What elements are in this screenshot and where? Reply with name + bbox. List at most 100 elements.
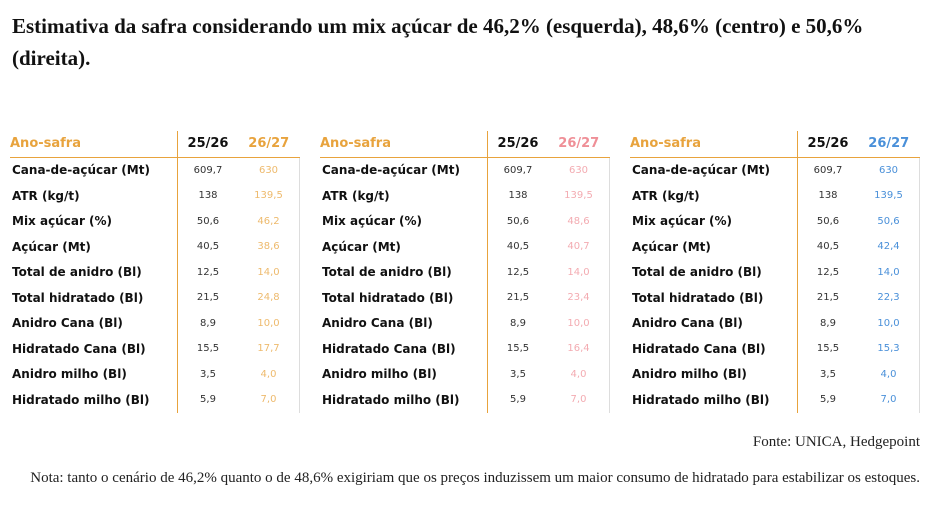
note: Nota: tanto o cenário de 46,2% quanto o … <box>30 470 920 486</box>
cell: ATR (kg/t) <box>322 188 390 203</box>
row: Hidratado milho (Bl) 5,9 7,0 <box>10 387 300 413</box>
cell: 40,7 <box>548 234 610 260</box>
cell: 609,7 <box>797 157 858 183</box>
header-cell: Ano-safra <box>630 131 798 158</box>
cell: Cana-de-açúcar (Mt) <box>632 163 770 178</box>
row: ATR (kg/t) 138 139,5 <box>320 183 610 209</box>
cell: 3,5 <box>487 361 548 387</box>
row: Cana-de-açúcar (Mt) 609,7 630 <box>630 157 920 183</box>
cell: 40,5 <box>487 234 548 260</box>
row: Hidratado milho (Bl) 5,9 7,0 <box>320 387 610 413</box>
cell: 38,6 <box>238 234 300 260</box>
cell: 10,0 <box>548 310 610 336</box>
header-row: Ano-safra 25/26 26/27 <box>10 131 300 158</box>
cell: Anidro Cana (Bl) <box>632 316 743 331</box>
row: Total hidratado (Bl) 21,5 24,8 <box>10 285 300 311</box>
cell: Hidratado milho (Bl) <box>322 392 460 407</box>
row: Cana-de-açúcar (Mt) 609,7 630 <box>320 157 610 183</box>
cell: 12,5 <box>487 259 548 285</box>
cell: 7,0 <box>858 387 920 413</box>
cell: 21,5 <box>177 285 238 311</box>
cell: 5,9 <box>797 387 858 413</box>
cell: Total de anidro (Bl) <box>632 265 762 280</box>
cell: 609,7 <box>177 157 238 183</box>
data-table: Ano-safra 25/26 26/27 Cana-de-açúcar (Mt) 60… <box>320 131 610 413</box>
header-row: Ano-safra 25/26 26/27 <box>630 131 920 158</box>
cell: Açúcar (Mt) <box>322 239 401 254</box>
header-cell: 25/26 <box>797 131 858 158</box>
cell: Anidro milho (Bl) <box>322 367 437 382</box>
cell: Mix açúcar (%) <box>12 214 113 229</box>
cell: Cana-de-açúcar (Mt) <box>12 163 150 178</box>
cell: Hidratado Cana (Bl) <box>322 341 456 356</box>
cell: 12,5 <box>797 259 858 285</box>
header-cell: 26/27 <box>548 131 610 158</box>
cell: 21,5 <box>487 285 548 311</box>
cell: 14,0 <box>238 259 300 285</box>
cell: ATR (kg/t) <box>632 188 700 203</box>
row: Total hidratado (Bl) 21,5 23,4 <box>320 285 610 311</box>
cell: 138 <box>177 183 238 209</box>
cell: 138 <box>487 183 548 209</box>
row: Anidro milho (Bl) 3,5 4,0 <box>630 361 920 387</box>
cell: 24,8 <box>238 285 300 311</box>
cell: Mix açúcar (%) <box>632 214 733 229</box>
cell: 5,9 <box>487 387 548 413</box>
cell: Açúcar (Mt) <box>12 239 91 254</box>
row: Total de anidro (Bl) 12,5 14,0 <box>320 259 610 285</box>
row: ATR (kg/t) 138 139,5 <box>10 183 300 209</box>
cell: 22,3 <box>858 285 920 311</box>
header-cell: Ano-safra <box>320 131 488 158</box>
cell: Hidratado Cana (Bl) <box>632 341 766 356</box>
cell: 609,7 <box>487 157 548 183</box>
row: Total de anidro (Bl) 12,5 14,0 <box>630 259 920 285</box>
cell: 15,5 <box>177 336 238 362</box>
cell: Total de anidro (Bl) <box>322 265 452 280</box>
header-cell: Ano-safra <box>10 131 178 158</box>
cell: 17,7 <box>238 336 300 362</box>
cell: Anidro milho (Bl) <box>632 367 747 382</box>
cell: 630 <box>238 157 300 183</box>
title: Estimativa da safra considerando um mix … <box>12 14 864 70</box>
cell: 23,4 <box>548 285 610 311</box>
cell: Anidro milho (Bl) <box>12 367 127 382</box>
cell: 50,6 <box>487 208 548 234</box>
cell: 8,9 <box>177 310 238 336</box>
cell: Total hidratado (Bl) <box>12 290 144 305</box>
cell: 4,0 <box>238 361 300 387</box>
cell: 3,5 <box>797 361 858 387</box>
row: Açúcar (Mt) 40,5 38,6 <box>10 234 300 260</box>
row: Hidratado Cana (Bl) 15,5 17,7 <box>10 336 300 362</box>
cell: Hidratado milho (Bl) <box>12 392 150 407</box>
row: Hidratado milho (Bl) 5,9 7,0 <box>630 387 920 413</box>
row: Mix açúcar (%) 50,6 50,6 <box>630 208 920 234</box>
cell: 139,5 <box>548 183 610 209</box>
cell: 14,0 <box>548 259 610 285</box>
cell: 139,5 <box>238 183 300 209</box>
cell: 12,5 <box>177 259 238 285</box>
cell: 40,5 <box>177 234 238 260</box>
row: Anidro milho (Bl) 3,5 4,0 <box>10 361 300 387</box>
cell: 50,6 <box>858 208 920 234</box>
cell: 5,9 <box>177 387 238 413</box>
cell: 15,5 <box>797 336 858 362</box>
row: Mix açúcar (%) 50,6 46,2 <box>10 208 300 234</box>
data-table: Ano-safra 25/26 26/27 Cana-de-açúcar (Mt) 60… <box>630 131 920 413</box>
cell: Hidratado milho (Bl) <box>632 392 770 407</box>
cell: 16,4 <box>548 336 610 362</box>
cell: Cana-de-açúcar (Mt) <box>322 163 460 178</box>
cell: 630 <box>548 157 610 183</box>
cell: Total de anidro (Bl) <box>12 265 142 280</box>
cell: Hidratado Cana (Bl) <box>12 341 146 356</box>
row: Total de anidro (Bl) 12,5 14,0 <box>10 259 300 285</box>
cell: 14,0 <box>858 259 920 285</box>
row: Açúcar (Mt) 40,5 42,4 <box>630 234 920 260</box>
row: Anidro milho (Bl) 3,5 4,0 <box>320 361 610 387</box>
cell: 8,9 <box>797 310 858 336</box>
cell: 50,6 <box>177 208 238 234</box>
cell: Anidro Cana (Bl) <box>322 316 433 331</box>
header-cell: 25/26 <box>487 131 548 158</box>
source: Fonte: UNICA, Hedgepoint <box>752 434 920 450</box>
cell: 15,3 <box>858 336 920 362</box>
